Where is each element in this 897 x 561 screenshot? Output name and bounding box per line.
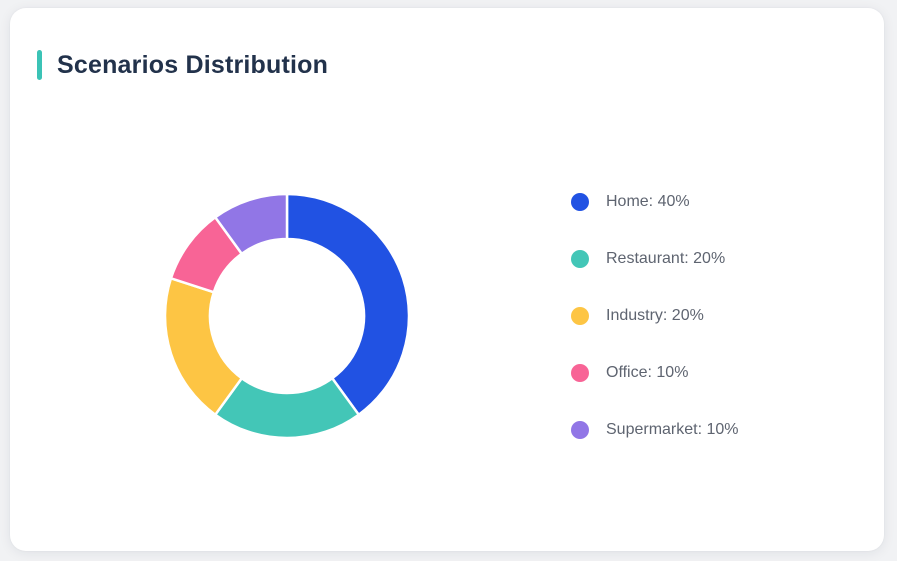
donut-segment-industry[interactable]	[163, 277, 243, 416]
page-title: Scenarios Distribution	[57, 50, 329, 79]
legend-marker-office	[571, 364, 589, 382]
donut-segment-home[interactable]	[285, 192, 411, 416]
legend-item-home[interactable]: Home: 40%	[571, 193, 739, 211]
legend-marker-restaurant	[571, 250, 589, 268]
legend-label-restaurant: Restaurant: 20%	[606, 250, 726, 267]
legend-item-industry[interactable]: Industry: 20%	[571, 307, 739, 325]
scenarios-distribution-card: Scenarios Distribution Home: 40% Restaur…	[10, 8, 884, 551]
legend-marker-home	[571, 193, 589, 211]
legend-label-home: Home: 40%	[606, 193, 690, 210]
legend-label-supermarket: Supermarket: 10%	[606, 421, 739, 438]
donut-segment-restaurant[interactable]	[214, 377, 360, 440]
legend-label-industry: Industry: 20%	[606, 307, 704, 324]
title-accent-bar	[37, 50, 42, 80]
legend-item-office[interactable]: Office: 10%	[571, 364, 739, 382]
card-header: Scenarios Distribution	[37, 50, 328, 80]
legend-marker-industry	[571, 307, 589, 325]
donut-chart	[163, 192, 411, 440]
legend-marker-supermarket	[571, 421, 589, 439]
donut-segment-supermarket[interactable]	[214, 192, 289, 255]
legend-item-restaurant[interactable]: Restaurant: 20%	[571, 250, 739, 268]
chart-legend: Home: 40% Restaurant: 20% Industry: 20% …	[571, 193, 739, 439]
legend-label-office: Office: 10%	[606, 364, 689, 381]
legend-item-supermarket[interactable]: Supermarket: 10%	[571, 421, 739, 439]
